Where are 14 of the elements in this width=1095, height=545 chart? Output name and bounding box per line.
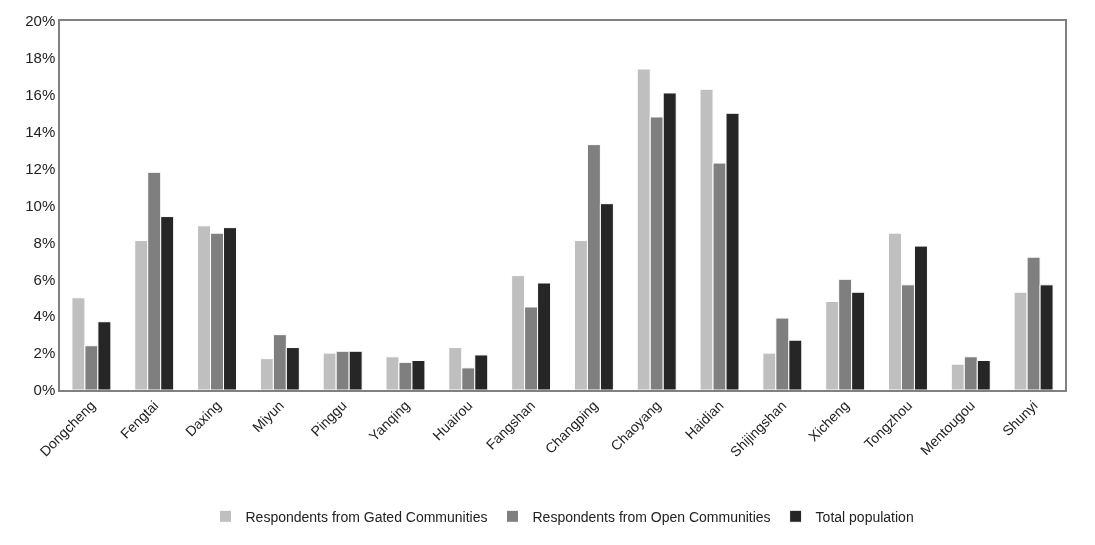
y-tick-label: 2% <box>33 344 56 362</box>
legend-label: Respondents from Open Communities <box>532 508 771 525</box>
y-tick-label: 20% <box>25 12 56 30</box>
y-tick-label: 18% <box>25 49 56 67</box>
y-tick-label: 4% <box>33 307 56 325</box>
y-tick-label: 6% <box>33 270 56 288</box>
legend-label: Total population <box>815 508 914 525</box>
y-tick-label: 8% <box>33 233 56 251</box>
y-tick-label: 0% <box>33 381 56 399</box>
y-tick-label: 16% <box>25 86 56 104</box>
y-tick-label: 12% <box>25 159 56 177</box>
y-tick-label: 14% <box>25 122 56 140</box>
legend-label: Respondents from Gated Communities <box>245 508 488 525</box>
y-tick-label: 10% <box>25 196 56 214</box>
